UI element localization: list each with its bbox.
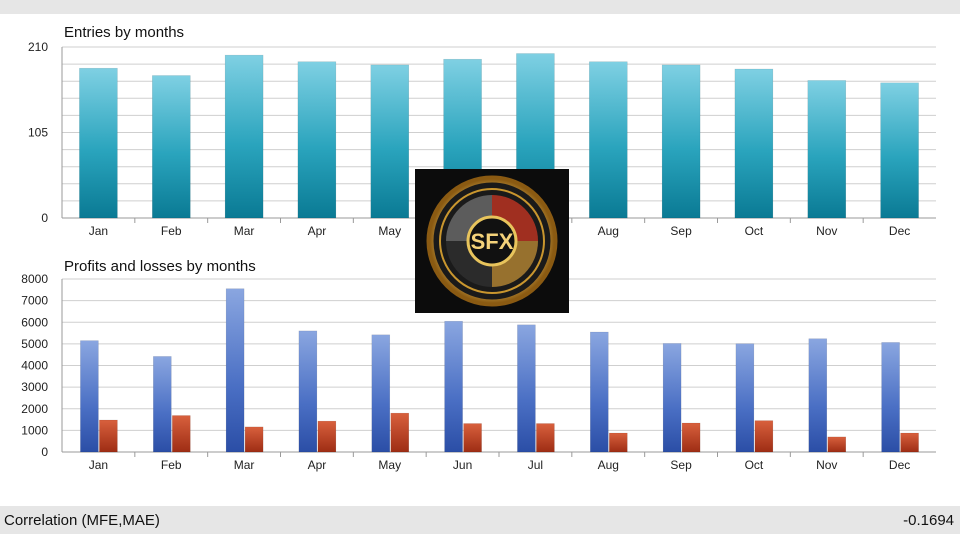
y-tick-label: 3000 [21,380,48,394]
bar [371,334,391,453]
bar-series-2 [536,423,555,453]
x-tick-label: Apr [308,458,327,472]
x-tick-label: Dec [889,458,910,472]
x-tick-label: Jan [89,224,108,238]
bar-series-2 [390,412,410,453]
x-tick-label: Oct [745,224,764,238]
y-tick-label: 210 [28,40,48,54]
y-tick-labels: 0 105 210 [28,40,48,225]
x-tick-label: Mar [234,458,255,472]
x-tick-labels: Jan Feb Mar Apr May Jun Jul Aug Sep Oct Nov Dec [89,458,911,472]
bar-series-2 [681,422,701,453]
x-tick-label: Oct [745,458,764,472]
correlation-value: -0.1694 [903,511,954,529]
bar [735,343,755,453]
x-tick-label: May [378,458,401,472]
y-tick-label: 105 [28,126,48,140]
y-tick-label: 4000 [21,359,48,373]
x-tick-label: Nov [816,224,837,238]
bar-series-2 [172,415,191,453]
x-tick-label: Mar [234,224,255,238]
bar-series-2 [900,432,919,453]
bar [734,68,774,219]
bar [807,80,847,219]
x-tick-label: Sep [670,224,692,238]
bar [881,342,900,453]
bars [80,288,919,453]
bars [79,53,919,219]
bar [224,54,264,219]
chart-title: Entries by months [64,24,184,41]
bar [662,343,682,453]
bar-series-2 [244,426,264,453]
bar [298,330,318,453]
bar [590,331,609,453]
x-tick-label: Nov [816,458,837,472]
bar [80,340,99,453]
y-tick-labels: 0 1000 2000 3000 4000 5000 6000 7000 8000 [21,272,48,459]
logo-text: SFX [471,229,514,254]
x-tick-label: Feb [161,458,182,472]
bar [79,67,118,219]
x-tick-label: Dec [889,224,910,238]
y-tick-label: 1000 [21,423,48,437]
bar-series-2 [99,419,118,453]
bar [517,324,536,453]
y-tick-label: 7000 [21,294,48,308]
bar [661,64,701,219]
bar [152,75,191,219]
sfx-coin-icon: SFX [426,175,558,307]
y-tick-label: 0 [41,445,48,459]
x-tick-label: Feb [161,224,182,238]
bar [225,288,245,453]
bar-series-2 [317,420,337,453]
bar-series-2 [609,432,628,453]
x-tick-label: Sep [670,458,692,472]
y-tick-label: 0 [41,211,48,225]
profits-losses-chart: Profits and losses by months 0 1000 2000 30… [21,258,936,472]
y-tick-label: 8000 [21,272,48,286]
bar [808,338,828,453]
bar [444,320,463,453]
x-tick-label: Jun [453,458,472,472]
bar [370,64,410,219]
bar-series-2 [463,423,482,453]
bar-series-2 [754,420,774,453]
status-bar: Correlation (MFE,MAE) -0.1694 [0,506,960,534]
bar [297,61,337,219]
x-tick-label: Jul [528,458,543,472]
bar [153,356,172,453]
y-tick-label: 6000 [21,315,48,329]
x-tick-label: Aug [598,458,619,472]
bar [880,82,919,219]
y-tick-label: 5000 [21,337,48,351]
bar-series-2 [827,436,847,453]
charts-area: Entries by months 0 105 210 Jan Feb Mar Apr Ma… [21,24,936,472]
x-tick-label: Aug [598,224,619,238]
x-tick-label: May [378,224,401,238]
correlation-label: Correlation (MFE,MAE) [4,511,160,529]
top-band [0,0,960,14]
y-tick-label: 2000 [21,402,48,416]
grid [61,278,936,457]
entries-chart: Entries by months 0 105 210 Jan Feb Mar Apr Ma… [28,24,936,238]
x-tick-label: Jan [89,458,108,472]
sfx-logo: SFX [415,169,569,313]
x-tick-label: Apr [308,224,327,238]
chart-title: Profits and losses by months [64,258,256,275]
bar [589,61,628,219]
